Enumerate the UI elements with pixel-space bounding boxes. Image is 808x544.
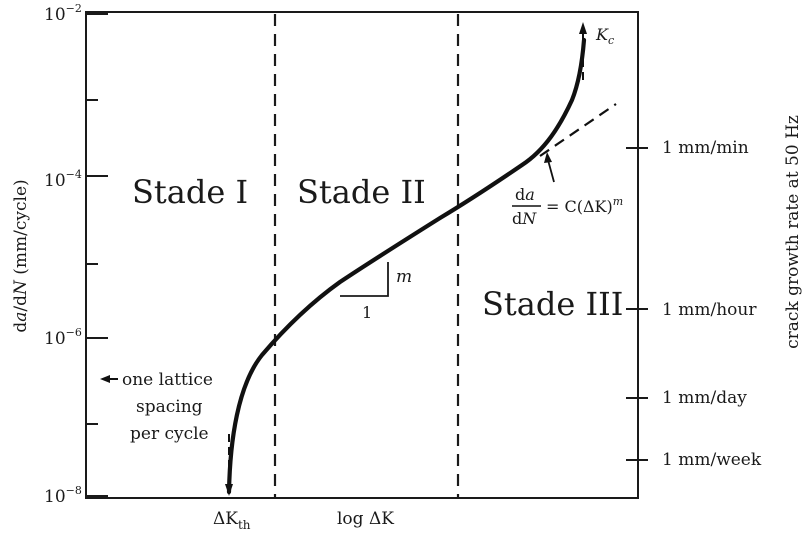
x-axis-title: log ΔK xyxy=(337,509,394,529)
y-axis-title: da/dN (mm/cycle) xyxy=(11,179,31,332)
paris-law-extension xyxy=(539,103,617,157)
kc-marker xyxy=(579,22,587,80)
rtick-label-day: 1 mm/day xyxy=(662,388,747,408)
rtick-label-week: 1 mm/week xyxy=(662,450,762,470)
lattice-line-2: spacing xyxy=(136,397,203,417)
slope-run-label: 1 xyxy=(362,303,372,322)
right-ticks xyxy=(626,147,648,461)
ytick-label-1e-4: 10−4 xyxy=(44,168,82,191)
stage-3-label: Stade III xyxy=(482,285,623,323)
left-tick-labels: 10−2 10−4 10−6 10−8 xyxy=(44,2,82,507)
rtick-label-hour: 1 mm/hour xyxy=(662,300,757,320)
lattice-line-1: one lattice xyxy=(122,370,213,390)
threshold-label: ΔKth xyxy=(213,509,251,532)
left-major-ticks xyxy=(86,13,108,497)
eq-rhs: = C(ΔK)m xyxy=(546,195,623,216)
equation-pointer xyxy=(544,152,555,183)
stage-2-label: Stade II xyxy=(297,173,426,211)
kc-label: Kc xyxy=(595,25,614,47)
ytick-label-1e-8: 10−8 xyxy=(44,484,82,507)
lattice-arrow xyxy=(100,375,118,383)
stage-1-label: Stade I xyxy=(132,173,248,211)
left-minor-ticks xyxy=(86,99,98,425)
eq-numerator: da xyxy=(515,185,535,204)
rtick-label-min: 1 mm/min xyxy=(662,138,749,158)
lattice-line-3: per cycle xyxy=(130,424,209,444)
eq-denominator: dN xyxy=(512,209,537,228)
plot-frame xyxy=(85,11,639,499)
ytick-label-1e-2: 10−2 xyxy=(44,2,82,25)
stage-separators xyxy=(273,14,460,498)
slope-m-label: m xyxy=(396,267,412,287)
right-tick-labels: 1 mm/min 1 mm/hour 1 mm/day 1 mm/week xyxy=(662,138,762,470)
crack-growth-curve xyxy=(226,37,587,495)
ytick-label-1e-6: 10−6 xyxy=(44,326,82,349)
right-axis-title: crack growth rate at 50 Hz xyxy=(783,115,803,349)
threshold-marker xyxy=(225,434,233,496)
slope-triangle xyxy=(340,262,389,297)
